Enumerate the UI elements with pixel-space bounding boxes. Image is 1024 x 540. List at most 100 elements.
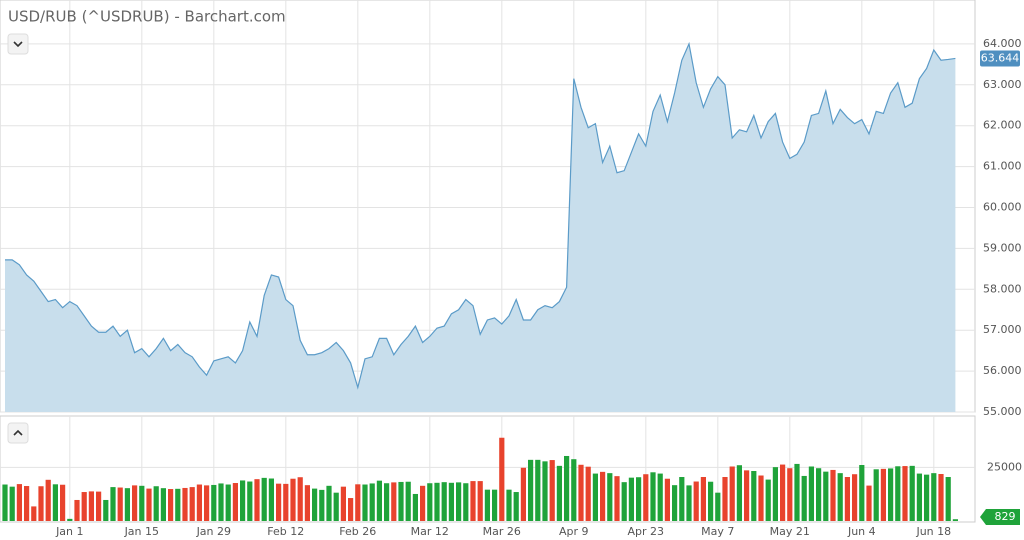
volume-bar: [427, 483, 433, 521]
volume-bar: [549, 460, 555, 521]
volume-bar: [182, 487, 188, 521]
volume-bar: [434, 482, 440, 521]
volume-bar: [369, 483, 375, 521]
last-price-tag: [980, 50, 1020, 67]
volume-bar: [506, 489, 512, 521]
volume-bar: [146, 488, 152, 521]
volume-bar: [232, 483, 238, 521]
volume-bar: [592, 473, 598, 521]
volume-bar: [189, 487, 195, 521]
collapse-volume-button[interactable]: [7, 422, 29, 444]
volume-bar: [614, 476, 620, 521]
y-tick-label: 55.000: [983, 405, 1022, 418]
volume-bar: [81, 492, 87, 521]
volume-bar: [110, 487, 116, 521]
volume-bar: [837, 473, 843, 521]
volume-bar: [852, 474, 858, 521]
volume-bar: [708, 481, 714, 521]
y-tick-label: 61.000: [983, 160, 1022, 173]
volume-bar: [578, 464, 584, 521]
volume-bar: [456, 482, 462, 521]
x-tick-label: Apr 9: [559, 525, 589, 538]
collapse-button[interactable]: [7, 33, 29, 55]
volume-bar: [679, 477, 685, 521]
volume-bar: [765, 479, 771, 521]
volume-bar: [312, 488, 318, 521]
volume-bar: [844, 477, 850, 521]
volume-bar: [787, 468, 793, 521]
x-tick-label: Apr 23: [628, 525, 665, 538]
x-tick-label: May 21: [770, 525, 810, 538]
volume-bar: [535, 459, 541, 521]
x-tick-label: Jan 29: [196, 525, 231, 538]
volume-bar: [139, 485, 145, 521]
volume-bar: [261, 477, 267, 521]
volume-bar: [650, 472, 656, 521]
volume-bar: [88, 491, 94, 521]
volume-bar: [859, 464, 865, 521]
volume-bar: [117, 487, 123, 521]
volume-bar: [196, 484, 202, 521]
volume-bar: [801, 475, 807, 521]
volume-bar: [319, 489, 325, 521]
volume-bar: [124, 488, 130, 521]
volume-bar: [628, 477, 634, 521]
volume-bar: [376, 480, 382, 521]
volume-bar: [412, 493, 418, 521]
volume-bar: [880, 468, 886, 521]
y-tick-label: 63.000: [983, 78, 1022, 91]
volume-bar: [52, 484, 58, 521]
volume-bar: [794, 463, 800, 521]
volume-bar: [391, 482, 397, 521]
volume-bar: [268, 478, 274, 521]
x-tick-label: Jun 18: [915, 525, 951, 538]
volume-bar: [175, 488, 181, 521]
volume-bar: [290, 478, 296, 521]
volume-bar: [643, 474, 649, 521]
volume-bar: [693, 481, 699, 521]
y-tick-label: 58.000: [983, 282, 1022, 295]
price-area: [5, 43, 956, 413]
volume-bar: [9, 486, 15, 521]
volume-bar: [96, 491, 102, 521]
volume-bar: [780, 464, 786, 521]
x-tick-label: Jan 1: [55, 525, 83, 538]
volume-bar: [736, 465, 742, 521]
volume-bar: [204, 485, 210, 521]
volume-bar: [758, 475, 764, 521]
volume-bar: [938, 474, 944, 521]
volume-bar: [816, 468, 822, 521]
volume-bar: [513, 492, 519, 521]
volume-bar: [326, 485, 332, 521]
volume-bar: [60, 484, 66, 521]
volume-bar: [254, 479, 260, 521]
volume-bar: [916, 473, 922, 521]
volume-bar: [463, 483, 469, 521]
volume-bar: [304, 485, 310, 521]
volume-bar: [607, 473, 613, 521]
volume-bar: [744, 470, 750, 521]
volume-bar: [333, 492, 339, 521]
volume-bar: [902, 466, 908, 521]
volume-bar: [297, 477, 303, 521]
volume-bar: [636, 477, 642, 521]
volume-bar: [132, 485, 138, 521]
y-tick-label: 25000: [987, 460, 1022, 473]
volume-bar: [16, 484, 22, 521]
volume-bar: [700, 477, 706, 521]
price-line: [5, 41, 956, 390]
volume-bar: [103, 499, 109, 521]
volume-bar: [751, 471, 757, 521]
volume-bar: [931, 473, 937, 521]
volume-bar: [2, 484, 8, 521]
volume-bar: [420, 485, 426, 521]
chart-title: USD/RUB (^USDRUB) - Barchart.com: [8, 8, 286, 26]
volume-bar: [153, 486, 159, 521]
volume-bar: [664, 478, 670, 521]
volume-bar: [564, 455, 570, 521]
volume-bar: [888, 468, 894, 521]
volume-bar: [405, 481, 411, 521]
volume-bar: [362, 484, 368, 521]
